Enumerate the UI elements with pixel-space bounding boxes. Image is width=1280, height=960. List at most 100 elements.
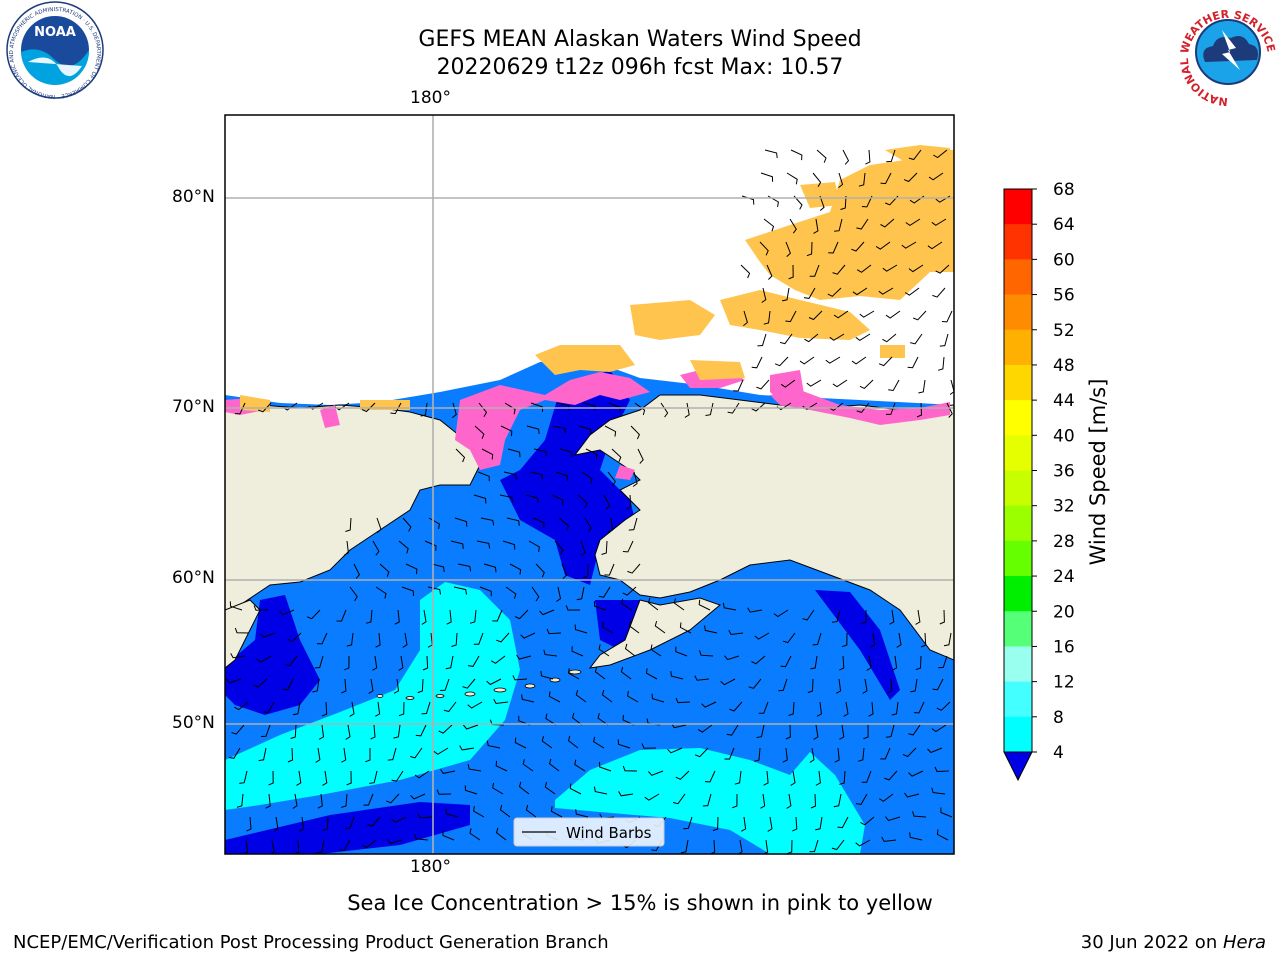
wind-barb (499, 494, 514, 503)
wind-barb (575, 809, 589, 818)
wind-barb (908, 770, 924, 777)
wind-barb (829, 333, 845, 341)
wind-barb (398, 701, 405, 717)
wind-barb (344, 655, 350, 671)
wind-barb (856, 402, 870, 413)
wind-barb (424, 540, 437, 551)
wind-barb (702, 793, 712, 807)
colorbar-tick-label: 40 (1053, 426, 1075, 446)
wind-barb (841, 632, 848, 648)
wind-barb (920, 632, 927, 648)
wind-barb (405, 563, 418, 575)
lat-label-80: 80°N (172, 187, 215, 207)
lat-label-50: 50°N (172, 713, 215, 733)
wind-barb (855, 333, 871, 342)
low-wind-gulf (815, 590, 900, 700)
wind-barb (781, 287, 790, 302)
wind-barb (234, 627, 250, 634)
colorbar-segment (1004, 681, 1032, 718)
wind-barb (322, 816, 329, 831)
wind-barb (660, 402, 669, 418)
wind-barb (813, 218, 819, 234)
wind-barb (851, 241, 865, 252)
wind-barb (349, 586, 358, 602)
wind-barb (909, 832, 923, 841)
wind-barb (751, 402, 766, 412)
wind-barb (720, 678, 736, 686)
colorbar-segment (1004, 470, 1032, 507)
wind-barb (402, 632, 408, 648)
wind-barb (870, 632, 876, 648)
wind-barb (440, 768, 456, 774)
wind-barb (410, 793, 426, 800)
wind-barb (740, 816, 747, 832)
wind-barb (376, 517, 382, 533)
wind-barb (317, 793, 323, 809)
footer-machine: Hera (1222, 932, 1266, 953)
wind-barb (353, 563, 360, 579)
wind-barb (345, 517, 352, 532)
wind-barb (451, 402, 457, 418)
wind-barb (349, 701, 355, 717)
colorbar-segment (1004, 364, 1032, 401)
colorbar-segment (1004, 576, 1032, 612)
wind-barb (667, 747, 683, 754)
wind-barb (445, 808, 459, 818)
wind-barb (467, 764, 482, 772)
wind-barb (577, 494, 588, 508)
wind-barb (766, 264, 773, 280)
wind-barb (410, 747, 423, 759)
wind-barb (469, 609, 477, 624)
wind-barb (832, 264, 846, 275)
wind-barb (532, 517, 545, 528)
wind-barb (580, 540, 586, 556)
wind-barb (931, 787, 946, 795)
wind-barb (859, 379, 874, 389)
wind-barb (936, 701, 951, 711)
wind-barb (788, 264, 794, 280)
wind-barb (878, 356, 893, 367)
wind-barb (370, 724, 376, 740)
wind-barb (477, 471, 490, 482)
wind-barb (901, 241, 917, 249)
wind-barb (467, 701, 483, 709)
wind-barb (593, 736, 605, 749)
wind-barb (393, 678, 400, 694)
title-line-1: GEFS MEAN Alaskan Waters Wind Speed (418, 27, 862, 52)
wind-barb (503, 471, 517, 480)
colorbar-tick-label: 60 (1053, 250, 1075, 270)
wind-barb (927, 747, 943, 754)
wind-barb (548, 758, 560, 772)
colorbar-tick-label: 8 (1053, 708, 1064, 728)
wind-barb (558, 517, 569, 531)
wind-barb (785, 310, 797, 323)
wind-barb (764, 149, 778, 159)
wind-barb (574, 624, 588, 634)
wind-barb (856, 218, 869, 230)
wind-barb (679, 622, 692, 634)
wind-barb (886, 149, 896, 163)
wind-barb (253, 678, 268, 688)
wind-barb (885, 310, 901, 319)
gridlines (225, 115, 954, 854)
wind-barb (387, 747, 397, 761)
wind-barb (788, 701, 795, 716)
wind-barb (598, 644, 610, 657)
wind-barb (774, 356, 789, 367)
low-wind-okhotsk (225, 595, 320, 715)
colorbar-extend-triangle (1003, 751, 1033, 782)
colorbar-segment (1004, 294, 1032, 331)
wind-barb (287, 747, 294, 763)
wind-barb (230, 653, 246, 659)
wind-barb (878, 793, 894, 802)
wind-barb (417, 813, 433, 819)
wind-barb (827, 287, 842, 297)
wind-barb (809, 747, 815, 763)
wind-barb (535, 563, 545, 578)
wind-barb (884, 770, 898, 781)
wind-barb (514, 737, 527, 749)
wind-barb (394, 609, 400, 625)
wind-barb (443, 701, 457, 713)
wind-barb (372, 655, 378, 671)
wind-barb (322, 770, 328, 786)
